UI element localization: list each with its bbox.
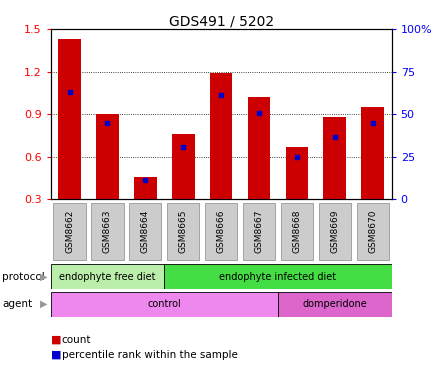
Text: agent: agent [2, 299, 32, 309]
Text: ■: ■ [51, 335, 61, 345]
Text: GSM8669: GSM8669 [330, 210, 339, 253]
FancyBboxPatch shape [205, 202, 237, 261]
Text: GSM8667: GSM8667 [254, 210, 264, 253]
FancyBboxPatch shape [167, 202, 199, 261]
Bar [210, 73, 232, 199]
Bar [51, 264, 164, 289]
Text: GSM8665: GSM8665 [179, 210, 188, 253]
Text: endophyte infected diet: endophyte infected diet [220, 272, 337, 282]
FancyBboxPatch shape [281, 202, 313, 261]
Text: GSM8668: GSM8668 [292, 210, 301, 253]
Text: ▶: ▶ [40, 272, 47, 282]
Bar [164, 264, 392, 289]
FancyBboxPatch shape [243, 202, 275, 261]
Text: GSM8670: GSM8670 [368, 210, 377, 253]
FancyBboxPatch shape [92, 202, 124, 261]
Bar [134, 177, 157, 199]
Text: control: control [147, 299, 181, 309]
Text: GSM8662: GSM8662 [65, 210, 74, 253]
FancyBboxPatch shape [53, 202, 86, 261]
Text: ▶: ▶ [40, 299, 47, 309]
Title: GDS491 / 5202: GDS491 / 5202 [169, 14, 274, 28]
Text: GSM8663: GSM8663 [103, 210, 112, 253]
Text: percentile rank within the sample: percentile rank within the sample [62, 350, 238, 360]
FancyBboxPatch shape [319, 202, 351, 261]
Text: endophyte free diet: endophyte free diet [59, 272, 156, 282]
Text: GSM8664: GSM8664 [141, 210, 150, 253]
Text: GSM8666: GSM8666 [216, 210, 226, 253]
Bar [248, 97, 270, 199]
Bar [286, 147, 308, 199]
Bar [323, 117, 346, 199]
Text: count: count [62, 335, 91, 345]
Bar [361, 107, 384, 199]
Text: protocol: protocol [2, 272, 45, 282]
FancyBboxPatch shape [129, 202, 161, 261]
Text: domperidone: domperidone [302, 299, 367, 309]
Bar [278, 292, 392, 317]
Bar [172, 134, 194, 199]
Bar [96, 114, 119, 199]
FancyBboxPatch shape [356, 202, 389, 261]
Bar [58, 39, 81, 199]
Bar [51, 292, 278, 317]
Text: ■: ■ [51, 350, 61, 360]
